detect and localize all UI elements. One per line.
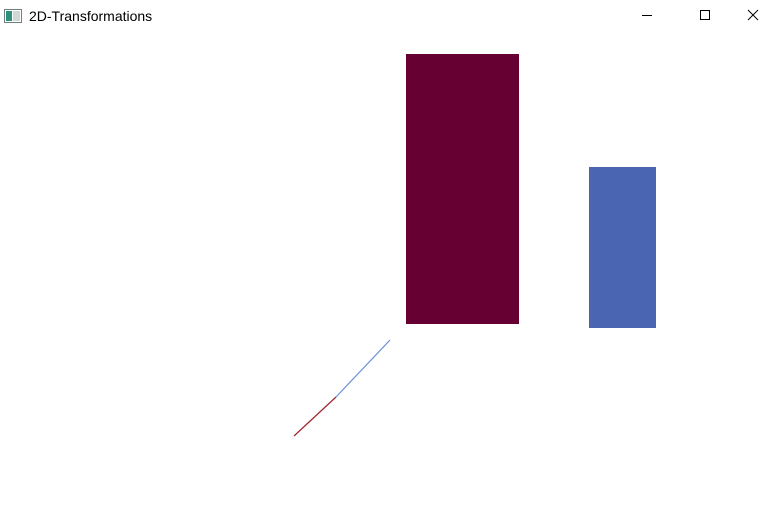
maximize-button[interactable] xyxy=(676,0,734,33)
blue-rectangle xyxy=(589,167,656,328)
drawing-canvas xyxy=(293,54,656,437)
close-button[interactable] xyxy=(734,0,771,33)
minimize-button[interactable] xyxy=(618,0,676,33)
maximize-icon xyxy=(699,8,711,26)
app-window-icon xyxy=(4,9,22,23)
title-bar[interactable]: 2D-Transformations xyxy=(0,0,771,33)
window-title: 2D-Transformations xyxy=(29,8,153,24)
line-segment-red xyxy=(293,396,337,437)
line-segment-blue xyxy=(335,339,391,398)
maroon-rectangle xyxy=(406,54,519,324)
minimize-icon xyxy=(641,8,653,26)
close-icon xyxy=(747,8,759,26)
